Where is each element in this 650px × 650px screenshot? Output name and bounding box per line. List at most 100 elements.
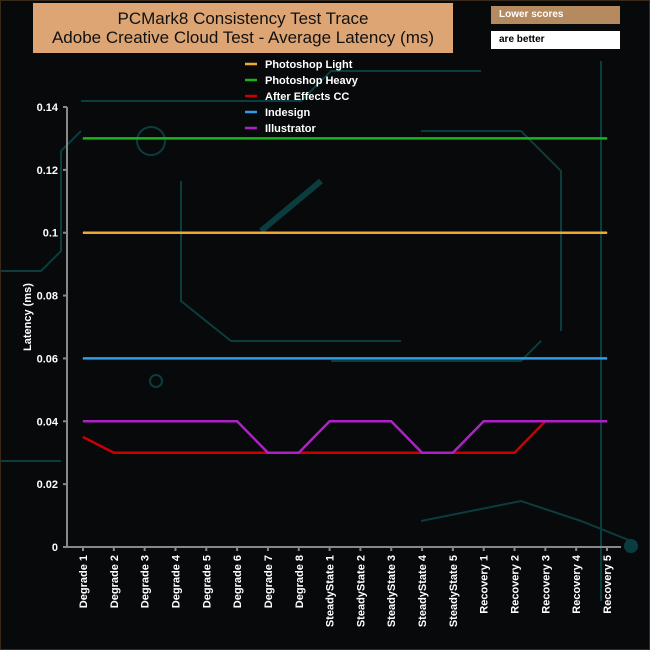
data-point xyxy=(205,420,207,422)
x-tick-label: Recovery 3 xyxy=(540,555,552,614)
data-point xyxy=(236,420,238,422)
x-tick-label: Degrade 7 xyxy=(263,555,275,608)
data-point xyxy=(205,137,207,139)
x-tick-label: SteadyState 2 xyxy=(355,555,367,627)
data-point xyxy=(514,137,516,139)
data-point xyxy=(144,452,146,454)
x-tick-label: Degrade 4 xyxy=(170,554,182,608)
data-point xyxy=(329,232,331,234)
data-point xyxy=(82,357,84,359)
data-point xyxy=(205,452,207,454)
data-point xyxy=(236,452,238,454)
data-point xyxy=(113,452,115,454)
data-point xyxy=(329,452,331,454)
data-point xyxy=(514,232,516,234)
data-point xyxy=(544,137,546,139)
x-tick-label: Degrade 2 xyxy=(109,555,121,608)
data-point xyxy=(452,357,454,359)
data-point xyxy=(113,357,115,359)
y-tick-label: 0.08 xyxy=(37,291,58,303)
data-point xyxy=(236,232,238,234)
y-tick-label: 0.02 xyxy=(37,479,58,491)
data-point xyxy=(544,420,546,422)
y-tick-label: 0.12 xyxy=(37,165,58,177)
data-point xyxy=(483,137,485,139)
y-tick-label: 0.14 xyxy=(37,102,59,114)
y-tick-label: 0.04 xyxy=(37,416,59,428)
circuit-background xyxy=(1,61,638,601)
legend-label: Photoshop Heavy xyxy=(265,75,359,87)
data-point xyxy=(82,420,84,422)
x-tick-label: Degrade 5 xyxy=(201,555,213,608)
data-point xyxy=(174,232,176,234)
legend-label: Indesign xyxy=(265,107,311,119)
data-point xyxy=(298,452,300,454)
data-point xyxy=(452,452,454,454)
data-point xyxy=(144,357,146,359)
data-point xyxy=(359,452,361,454)
data-point xyxy=(483,420,485,422)
data-point xyxy=(544,232,546,234)
data-point xyxy=(267,137,269,139)
data-point xyxy=(174,452,176,454)
data-point xyxy=(298,232,300,234)
data-point xyxy=(483,232,485,234)
x-tick-label: Degrade 3 xyxy=(140,555,152,608)
data-point xyxy=(174,420,176,422)
data-point xyxy=(113,137,115,139)
data-point xyxy=(575,232,577,234)
series-line-after-effects-cc xyxy=(82,420,607,454)
x-tick-label: Recovery 4 xyxy=(571,554,583,614)
data-point xyxy=(144,420,146,422)
data-point xyxy=(606,232,608,234)
data-point xyxy=(174,357,176,359)
x-tick-label: SteadyState 5 xyxy=(448,555,460,627)
y-tick-label: 0 xyxy=(52,542,58,554)
data-point xyxy=(113,420,115,422)
series-line-illustrator xyxy=(83,420,607,454)
data-point xyxy=(359,420,361,422)
data-point xyxy=(483,357,485,359)
x-tick-label: SteadyState 4 xyxy=(417,554,429,627)
data-point xyxy=(483,452,485,454)
legend-label: After Effects CC xyxy=(265,91,349,103)
y-tick-label: 0.06 xyxy=(37,353,58,365)
data-point xyxy=(298,137,300,139)
data-point xyxy=(267,232,269,234)
x-tick-label: SteadyState 1 xyxy=(325,555,337,627)
data-point xyxy=(421,452,423,454)
data-point xyxy=(82,137,84,139)
data-point xyxy=(544,357,546,359)
data-point xyxy=(390,137,392,139)
data-point xyxy=(390,420,392,422)
data-point xyxy=(359,232,361,234)
x-tick-label: SteadyState 3 xyxy=(386,555,398,627)
data-point xyxy=(421,357,423,359)
chart-subtitle: Adobe Creative Cloud Test - Average Late… xyxy=(51,28,435,47)
x-tick-label: Degrade 1 xyxy=(78,555,90,608)
data-point xyxy=(452,232,454,234)
data-point xyxy=(514,420,516,422)
data-point xyxy=(267,357,269,359)
data-point xyxy=(236,137,238,139)
x-tick-label: Recovery 1 xyxy=(479,555,491,614)
data-point xyxy=(421,137,423,139)
data-point xyxy=(82,436,84,438)
chart-title: PCMark8 Consistency Test Trace xyxy=(117,9,369,28)
data-point xyxy=(575,137,577,139)
note-lower-scores: Lower scores xyxy=(491,6,620,24)
data-point xyxy=(452,137,454,139)
data-point xyxy=(606,357,608,359)
data-point xyxy=(298,357,300,359)
data-point xyxy=(267,452,269,454)
data-point xyxy=(329,137,331,139)
data-point xyxy=(205,232,207,234)
chart-title-box: PCMark8 Consistency Test Trace Adobe Cre… xyxy=(33,3,453,53)
data-point xyxy=(606,137,608,139)
data-point xyxy=(575,357,577,359)
data-point xyxy=(144,137,146,139)
data-point xyxy=(606,420,608,422)
data-point xyxy=(205,357,207,359)
y-tick-label: 0.1 xyxy=(43,228,58,240)
